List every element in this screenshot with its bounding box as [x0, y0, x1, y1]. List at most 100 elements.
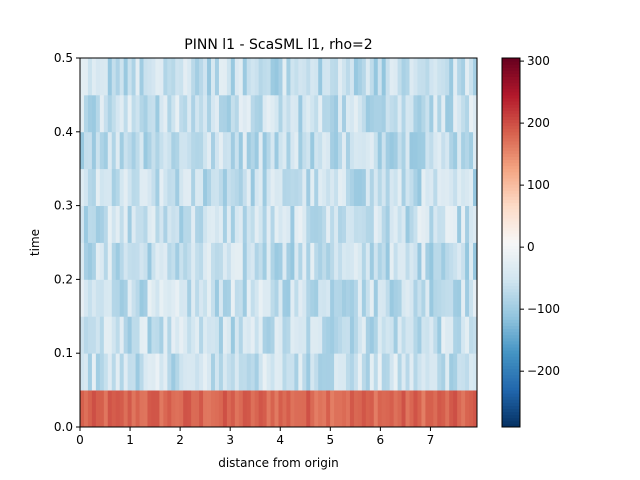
colorbar-segment	[502, 282, 520, 287]
heatmap-cell	[417, 205, 422, 243]
heatmap-cell	[83, 316, 89, 354]
heatmap-cell	[191, 58, 196, 96]
heatmap-cell	[155, 168, 160, 206]
heatmap-cell	[302, 390, 307, 428]
heatmap-cell	[119, 390, 125, 428]
heatmap-cell	[127, 279, 133, 317]
heatmap-cell	[290, 168, 295, 206]
heatmap-cell	[242, 353, 248, 391]
heatmap-cell	[465, 279, 470, 317]
heatmap-cell	[361, 205, 367, 243]
heatmap-cell	[353, 316, 359, 354]
heatmap-cell	[218, 168, 224, 206]
heatmap-cell	[385, 131, 391, 170]
x-tick-label: 5	[326, 433, 334, 447]
heatmap-cell	[405, 242, 410, 280]
colorbar-segment	[502, 217, 520, 222]
heatmap-cell	[238, 58, 244, 96]
x-tick-label: 6	[377, 433, 385, 447]
heatmap-cell	[115, 131, 121, 170]
heatmap-cell	[401, 279, 406, 317]
colorbar-segment	[502, 61, 520, 65]
heatmap-cell	[87, 205, 93, 243]
heatmap-cell	[135, 131, 140, 170]
heatmap-cell	[143, 94, 148, 133]
heatmap-cell	[258, 131, 264, 170]
heatmap-cell	[171, 131, 176, 170]
heatmap-cell	[246, 205, 252, 243]
heatmap-cell	[83, 390, 89, 428]
heatmap-cell	[175, 353, 180, 391]
heatmap-cell	[163, 168, 168, 206]
heatmap-cell	[338, 131, 343, 170]
heatmap-cell	[163, 94, 168, 133]
heatmap-cell	[302, 353, 307, 391]
heatmap-cell	[345, 94, 351, 133]
heatmap-cell	[270, 242, 275, 280]
heatmap-cell	[167, 205, 172, 243]
heatmap-cell	[381, 58, 387, 96]
heatmap-cell	[115, 353, 121, 391]
heatmap-cell	[80, 58, 85, 96]
heatmap-cell	[465, 316, 470, 354]
colorbar-segment	[502, 393, 520, 397]
y-axis-ticks: 0.0 0.1 0.2 0.3 0.4 0.5	[54, 51, 80, 434]
heatmap-cell	[131, 94, 136, 133]
heatmap-cell	[409, 316, 414, 354]
heatmap-cell	[266, 279, 271, 317]
heatmap-cell	[246, 353, 252, 391]
heatmap-cell	[433, 390, 438, 428]
colorbar-segment	[502, 304, 520, 308]
heatmap-cell	[91, 58, 97, 96]
heatmap-cell	[147, 131, 152, 170]
heatmap-cell	[306, 390, 311, 428]
heatmap-cell	[195, 94, 200, 133]
heatmap-cell	[163, 390, 168, 428]
heatmap-cell	[123, 94, 129, 133]
heatmap-cell	[377, 242, 383, 280]
heatmap-cell	[127, 58, 133, 96]
heatmap-cell	[345, 353, 351, 391]
heatmap-cell	[139, 353, 144, 391]
heatmap-cell	[266, 131, 271, 170]
heatmap-cell	[155, 242, 160, 280]
heatmap-cell	[246, 94, 252, 133]
colorbar-segment	[502, 417, 520, 422]
heatmap-cell	[155, 205, 160, 243]
heatmap-cell	[413, 168, 418, 206]
heatmap-cell	[417, 58, 422, 96]
heatmap-cell	[203, 353, 208, 391]
heatmap-cell	[397, 353, 402, 391]
colorbar-segment	[502, 224, 520, 228]
heatmap-cell	[95, 94, 101, 133]
heatmap-cell	[365, 316, 371, 354]
heatmap-cell	[401, 58, 406, 96]
heatmap-cell	[393, 390, 398, 428]
heatmap-cell	[345, 205, 351, 243]
heatmap-cell	[457, 58, 462, 96]
heatmap-cell	[99, 353, 105, 391]
heatmap-cell	[453, 242, 458, 280]
heatmap-cell	[95, 242, 101, 280]
heatmap-cell	[187, 242, 192, 280]
heatmap-cell	[167, 279, 172, 317]
heatmap-cell	[314, 58, 319, 96]
heatmap-cell	[357, 390, 363, 428]
heatmap-cell	[286, 279, 291, 317]
colorbar-segment	[502, 337, 520, 342]
colorbar-segment	[502, 411, 520, 416]
heatmap-cell	[222, 242, 228, 280]
heatmap-cell	[266, 168, 271, 206]
heatmap-cell	[401, 131, 406, 170]
heatmap-cell	[413, 58, 418, 96]
heatmap-cell	[373, 205, 379, 243]
heatmap-cell	[270, 353, 275, 391]
heatmap-cell	[250, 390, 256, 428]
heatmap-cell	[242, 316, 248, 354]
heatmap-cell	[95, 168, 101, 206]
heatmap-cell	[226, 390, 232, 428]
heatmap-cell	[238, 94, 244, 133]
heatmap-cell	[119, 353, 125, 391]
colorbar-segment	[502, 264, 520, 268]
heatmap-cell	[330, 279, 335, 317]
